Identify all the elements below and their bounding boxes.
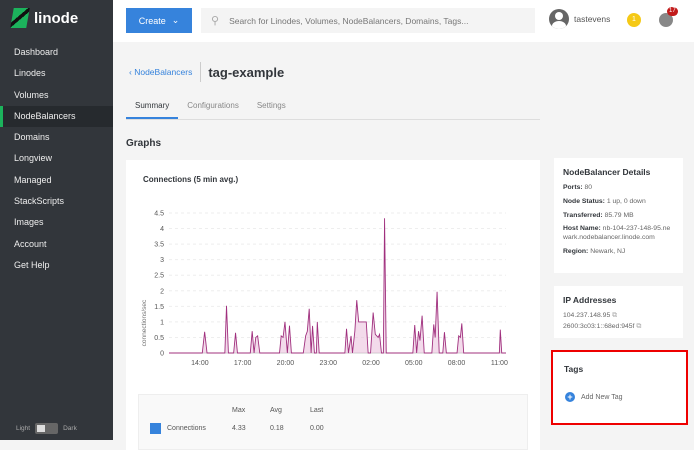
ip-title: IP Addresses [563, 295, 617, 305]
back-link[interactable]: ‹ NodeBalancers [129, 62, 202, 82]
theme-light-label: Light [16, 425, 31, 432]
chevron-left-icon: ‹ [129, 67, 135, 77]
legend-header-avg: Avg [270, 407, 282, 414]
sidebar-item-images[interactable]: Images [14, 217, 44, 228]
linode-logo-icon [10, 8, 30, 28]
ip-row: 104.237.148.95 ⧉ [563, 312, 617, 319]
logo-text: linode [34, 9, 79, 27]
theme-toggle-group: Light Dark [16, 423, 77, 434]
legend-swatch [150, 423, 161, 434]
page-title: tag-example [208, 64, 285, 80]
add-tag-label: Add New Tag [581, 393, 623, 401]
back-label: NodeBalancers [134, 67, 193, 77]
tags-title: Tags [564, 364, 584, 374]
username: tastevens [574, 14, 611, 24]
theme-toggle[interactable] [35, 423, 59, 434]
create-label: Create [138, 15, 166, 26]
search-placeholder: Search for Linodes, Volumes, NodeBalance… [229, 15, 469, 26]
copy-icon[interactable]: ⧉ [636, 322, 642, 330]
tab-configurations[interactable]: Configurations [187, 101, 239, 110]
sidebar: linode Dashboard Linodes Volumes NodeBalanc… [0, 0, 113, 440]
x-tick-label: 14:00 [191, 360, 209, 367]
series-line [169, 218, 506, 354]
tab-settings[interactable]: Settings [256, 101, 286, 110]
y-tick-label: 0 [160, 351, 164, 358]
sidebar-item-dashboard[interactable]: Dashboard [14, 47, 59, 57]
legend-header-last: Last [310, 407, 324, 414]
transferred-row: Transferred: 85.79 MB [563, 211, 634, 219]
create-button[interactable]: Create ⌄ [126, 8, 192, 33]
tab-summary[interactable]: Summary [126, 96, 179, 119]
ip-row: 2600:3c03:1::68ed:945f ⧉ [563, 322, 642, 330]
x-tick-label: 11:00 [491, 360, 508, 367]
y-tick-label: 1.5 [154, 304, 164, 311]
avatar-icon [549, 9, 569, 29]
chevron-down-icon: ⌄ [171, 15, 180, 25]
y-tick-label: 4 [160, 226, 164, 233]
ip-addresses-panel: IP Addresses 104.237.148.95 ⧉ 2600:3c03:… [554, 286, 683, 338]
series-area [169, 218, 506, 353]
x-tick-label: 17:00 [234, 360, 252, 367]
ports-row: Ports: 80 [563, 184, 593, 191]
bell-icon[interactable] [659, 13, 673, 27]
section-heading: Graphs [126, 138, 162, 149]
x-tick-label: 23:00 [319, 360, 337, 367]
y-axis-label: connections/sec [141, 299, 148, 346]
y-tick-label: 2 [160, 288, 164, 295]
sidebar-item-account[interactable]: Account [14, 238, 47, 249]
user-menu[interactable]: tastevens [549, 9, 610, 29]
breadcrumb: ‹ NodeBalancers tag-example [129, 62, 284, 82]
x-tick-label: 02:00 [362, 360, 380, 367]
linode-logo[interactable]: linode [10, 8, 79, 28]
y-tick-label: 3.5 [154, 242, 164, 249]
details-title: NodeBalancer Details [563, 167, 651, 177]
sidebar-item-nodebalancers[interactable]: NodeBalancers [0, 105, 113, 128]
y-tick-label: 2.5 [154, 273, 164, 280]
top-bar: Create ⌄ ⚲ Search for Linodes, Volumes, No… [113, 0, 694, 42]
copy-icon[interactable]: ⧉ [612, 312, 617, 319]
tabs: Summary Configurations Settings [126, 96, 540, 120]
legend-series-label: Connections [167, 425, 206, 432]
node-status-row: Node Status: 1 up, 0 down [563, 197, 646, 205]
search-input[interactable]: ⚲ Search for Linodes, Volumes, NodeBalanc… [201, 8, 535, 33]
y-tick-label: 3 [160, 257, 164, 264]
chart-title: Connections (5 min avg.) [143, 175, 239, 184]
search-icon: ⚲ [211, 15, 220, 27]
legend-last: 0.00 [310, 425, 324, 432]
x-tick-label: 05:00 [405, 360, 423, 367]
sidebar-item-longview[interactable]: Longview [14, 153, 53, 164]
legend-header-max: Max [232, 407, 246, 414]
theme-dark-label: Dark [63, 425, 77, 432]
plus-circle-icon: + [565, 392, 575, 402]
sidebar-item-get-help[interactable]: Get Help [14, 259, 50, 270]
sidebar-item-domains[interactable]: Domains [14, 132, 50, 143]
sidebar-item-stackscripts[interactable]: StackScripts [14, 196, 65, 207]
chart-legend: Max Avg Last Connections 4.33 0.18 0.00 [138, 394, 528, 450]
sidebar-item-linodes[interactable]: Linodes [14, 68, 46, 79]
sidebar-item-volumes[interactable]: Volumes [14, 89, 49, 100]
legend-max: 4.33 [232, 425, 246, 432]
connections-chart: 0 0.5 1 1.5 2 2.5 3 3.5 4 4.5 14:00 17:00 20:00 23:00… [141, 211, 508, 368]
x-tick-label: 08:00 [448, 360, 466, 367]
region-row: Region: Newark, NJ [563, 248, 626, 256]
tags-panel: Tags + Add New Tag [551, 350, 688, 425]
graph-card: Connections (5 min avg.) 0 0.5 1 1.5 2 2.5 3 3.… [126, 160, 540, 450]
sidebar-item-managed[interactable]: Managed [14, 174, 52, 185]
y-tick-label: 4.5 [154, 211, 164, 218]
legend-avg: 0.18 [270, 425, 284, 432]
sidebar-nav: Dashboard Linodes Volumes NodeBalancers Doma… [0, 42, 113, 276]
nodebalancer-details-panel: NodeBalancer Details Ports: 80 Node Stat… [554, 158, 683, 273]
notifications-badge[interactable]: 1 [627, 13, 641, 27]
events-count-badge: 17 [667, 7, 678, 16]
y-tick-label: 0.5 [154, 335, 164, 342]
x-tick-label: 20:00 [277, 360, 295, 367]
host-row: Host Name: nb-104-237-148-95.newark.node… [563, 225, 671, 242]
y-tick-label: 1 [160, 319, 164, 326]
add-tag-button[interactable]: + Add New Tag [565, 392, 623, 402]
